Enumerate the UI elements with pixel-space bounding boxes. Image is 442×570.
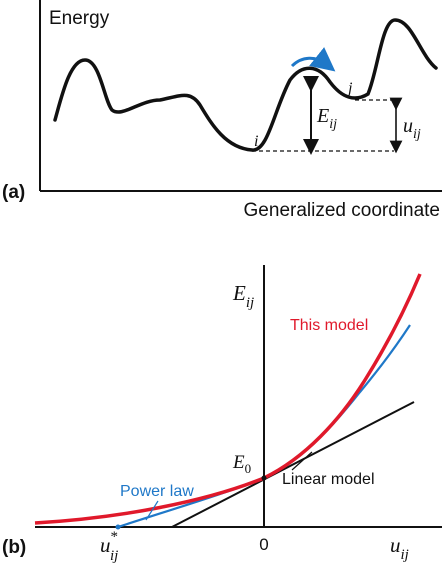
panel-a: Energy Generalized coordinate (a) Eij ui…: [2, 0, 442, 221]
series-label-linear-model: Linear model: [282, 471, 375, 488]
panel-b: (b) 0 Eij uij E0 u* ij This model Power l…: [2, 265, 442, 564]
transition-arrow: [290, 47, 336, 72]
panel-a-x-axis-title: Generalized coordinate: [244, 200, 440, 221]
energy-landscape-curve: [53, 18, 438, 152]
critical-point-label: u* ij: [100, 529, 118, 564]
panel-b-x-axis-title: uij: [390, 533, 409, 563]
panel-a-y-axis-title: Energy: [49, 8, 110, 29]
series-label-this-model: This model: [290, 317, 368, 334]
critical-point: [115, 524, 121, 530]
series-line-linear-model: [171, 401, 415, 528]
leader-line-power-law: [145, 500, 159, 521]
state-j-label: j: [346, 80, 353, 97]
panel-b-y-axis-title: Eij: [232, 281, 254, 311]
barrier-label: Eij: [316, 105, 337, 132]
intercept-point: [261, 475, 267, 481]
intercept-label: E0: [232, 452, 251, 476]
series-line-this-model: [34, 273, 422, 525]
panel-b-label: (b): [2, 537, 26, 558]
panel-a-label: (a): [2, 182, 25, 203]
panel-b-origin-label: 0: [259, 535, 268, 554]
energy-difference-label: uij: [403, 115, 421, 142]
state-i-label: i: [254, 133, 258, 150]
leader-line-linear-model: [291, 451, 313, 471]
series-label-power-law: Power law: [120, 483, 194, 500]
